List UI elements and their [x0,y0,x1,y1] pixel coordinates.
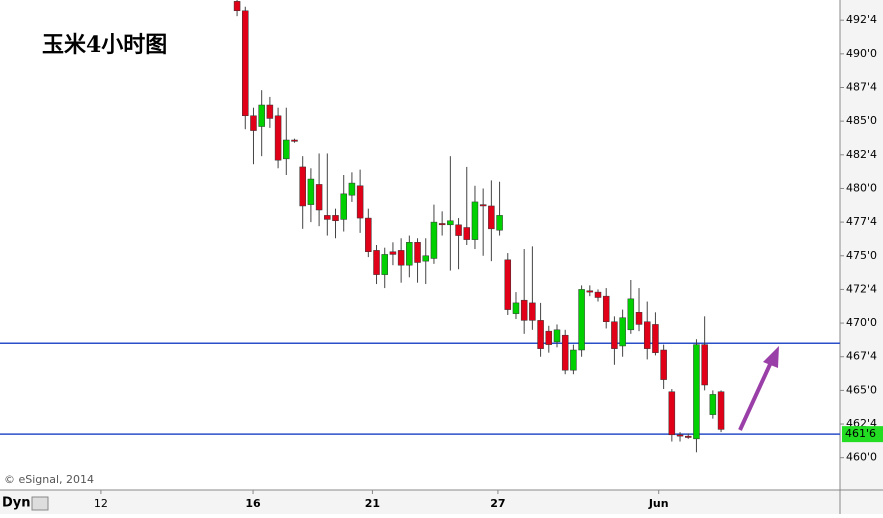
candle-body [373,250,380,275]
candle-body [397,250,405,266]
y-tick-label: 465'0 [846,383,877,396]
trend-arrow-head [763,346,779,368]
candle-body [299,166,306,207]
candle-body [537,320,544,349]
y-tick-label: 460'0 [846,451,877,464]
candle-body [406,242,413,266]
candle-body [635,312,643,325]
candle-body [430,221,438,259]
y-tick-label: 472'4 [846,282,877,295]
candle-body [283,139,290,160]
candle-body [545,330,553,345]
y-tick-label: 485'0 [846,114,877,127]
candle-body [627,298,635,331]
candle-body [668,391,676,436]
candle-body [504,259,512,310]
candle-body [463,227,471,240]
candle-body [381,254,388,275]
candle-body [578,289,585,351]
candle-body [479,204,487,207]
x-tick-label: Jun [648,497,669,510]
y-tick-label: 467'4 [846,350,877,363]
y-tick-label: 470'0 [846,316,877,329]
candle-body [643,321,651,349]
candle-body [619,317,626,347]
candle-body [709,394,717,415]
candle-body [561,334,569,371]
candle-body [250,115,257,131]
candle-body [233,1,241,12]
candle-body [307,178,315,205]
candle-body [291,139,298,142]
candle-body [266,104,274,119]
candle-body [422,255,429,262]
candle-body [529,302,536,321]
candle-body [570,349,577,371]
candle-body [693,344,700,440]
candle-body [274,115,282,161]
y-tick-label: 490'0 [846,47,877,60]
candle-body [356,185,364,219]
last-price-box [842,426,883,443]
candle-body [496,215,503,231]
candle-body [717,391,725,430]
y-tick-label: 477'4 [846,215,877,228]
x-tick-label: 12 [94,497,108,510]
candle-body [660,349,667,380]
x-tick-label: 21 [365,497,380,510]
x-tick-label: 27 [490,497,505,510]
y-tick-label: 480'0 [846,181,877,194]
time-axis-strip [0,490,883,514]
y-tick-label: 492'4 [846,13,877,26]
interval-button[interactable] [31,496,49,511]
candle-body [488,205,495,230]
candle-body [365,217,372,252]
candle-body [414,242,421,263]
source: © eSignal, 2014 [4,473,94,486]
candle-body [332,215,339,222]
candle-body [340,193,347,220]
candle-body [242,10,249,117]
candle-body [520,299,528,321]
candle-body [586,290,594,293]
candle-body [389,251,397,255]
candle-body [594,291,602,298]
candle-body [348,182,356,196]
chart-title: 玉米4小时图 [42,32,167,58]
candle-body [652,324,659,353]
interval-label[interactable]: Dyn [2,496,31,511]
candle-body [438,223,446,226]
candle-body [602,295,610,322]
candle-body [315,184,323,211]
y-tick-label: 475'0 [846,249,877,262]
candle-body [676,434,684,437]
candle-body [258,104,265,127]
candle-body [324,215,331,220]
candle-body [611,321,618,349]
candle-body [447,220,454,226]
y-tick-label: 482'4 [846,148,877,161]
candle-body [553,329,561,343]
last-price-label: 461'6 [845,427,876,440]
x-tick-label: 16 [245,497,261,510]
candle-body [701,344,708,386]
y-tick-label: 487'4 [846,81,877,94]
candle-body [455,224,462,236]
candle-body [471,201,479,240]
candle-body [684,435,692,438]
trend-arrow [738,359,774,431]
candle-body [512,302,520,314]
